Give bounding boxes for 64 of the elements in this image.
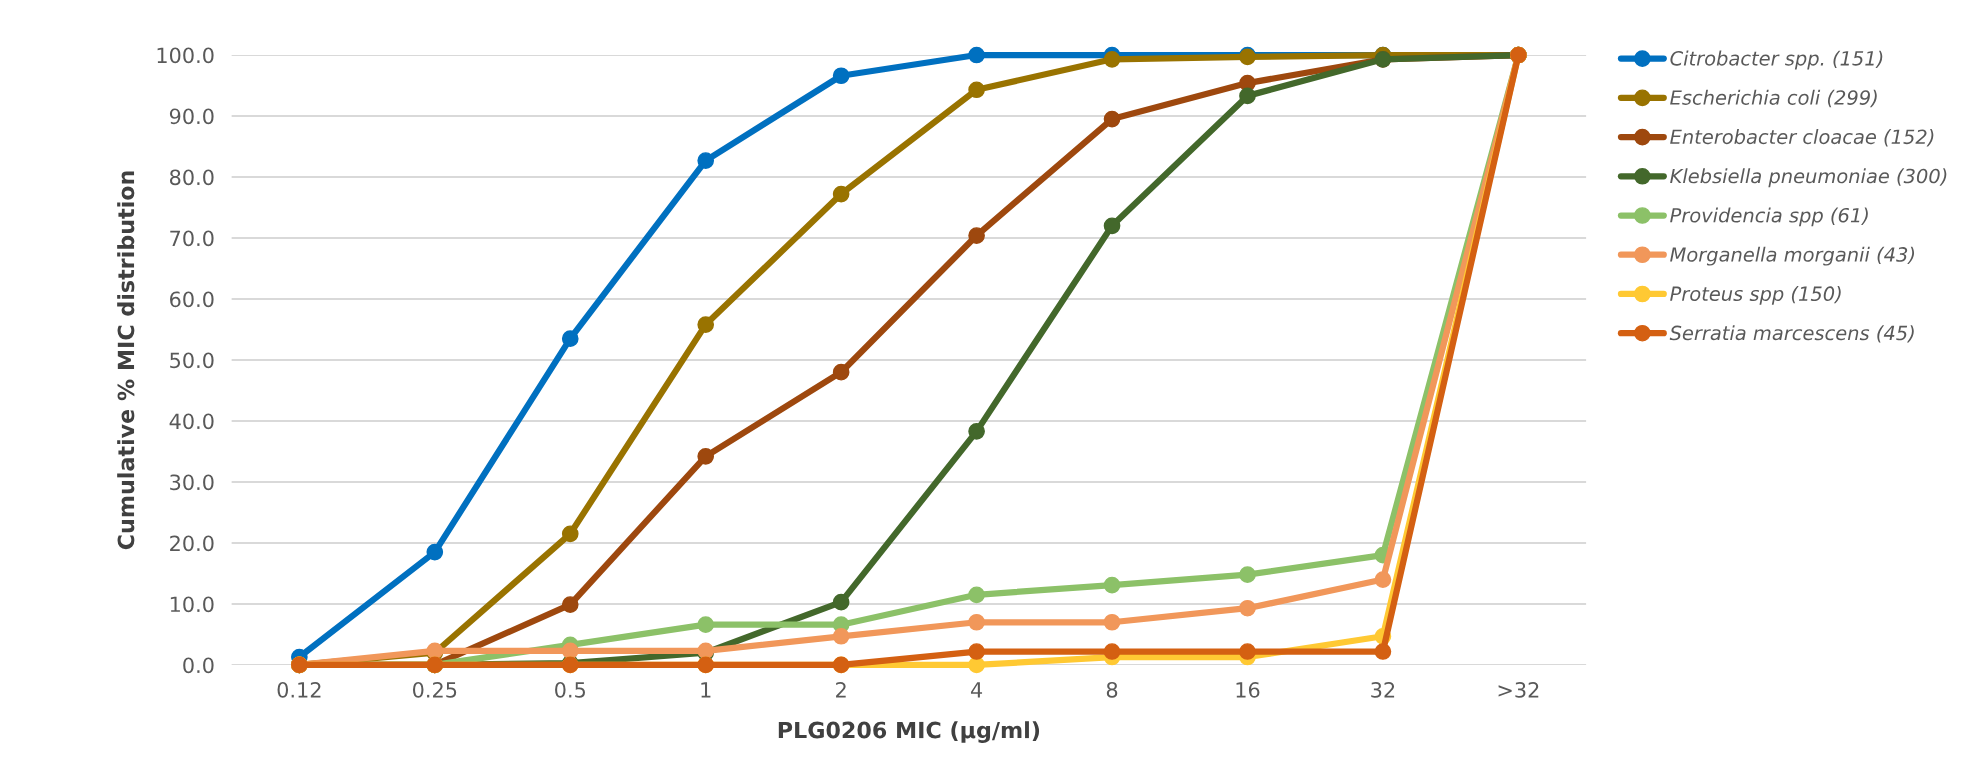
y-axis-title: Cumulative % MIC distribution [117,171,135,550]
point [1103,576,1121,594]
point [697,152,715,169]
point [1239,87,1256,105]
x-tick-label: 4 [970,682,983,698]
y-tick-label: 100.0 [157,47,214,64]
point [561,596,579,613]
point [1239,566,1256,584]
y-tick-label: 70.0 [170,230,214,247]
y-tick-label: 60.0 [170,291,214,308]
y-tick-label: 80.0 [169,169,214,186]
point [968,643,985,660]
point [832,67,850,85]
point [1103,50,1121,68]
point [561,330,579,347]
point [1103,217,1121,235]
legend-label: Morganella morganii (43) [1670,246,1915,266]
x-tick-label: 0.5 [555,681,585,698]
point [561,525,579,543]
y-tick-label: 40.0 [169,413,214,430]
point [1239,599,1256,617]
x-tick-label: 2 [836,681,846,698]
legend-label: Serratia marcescens (45) [1669,325,1914,343]
point [968,586,985,604]
y-tick-label: 30.0 [170,474,214,491]
point [968,46,985,64]
y-tick-label: 50.0 [170,352,214,369]
y-tick-label: 20.0 [170,535,214,552]
point [1103,613,1121,631]
x-tick-label: 16 [1236,681,1260,698]
point [832,363,850,381]
x-tick-label: >32 [1498,681,1539,698]
point [832,593,850,611]
legend-label: Klebsiella pneumoniae (300) [1670,168,1947,188]
x-tick-label: 8 [1106,681,1118,698]
point [968,613,985,631]
legend-label: Providencia spp (61) [1670,207,1868,227]
point [697,448,715,465]
point [1103,110,1121,128]
y-tick-label: 90.0 [169,108,214,125]
point [1103,643,1121,660]
point [1239,643,1256,660]
legend-label: Citrobacter spp. (151) [1670,50,1883,70]
y-tick-label: 10.0 [170,596,214,613]
point [832,185,850,203]
point [426,543,444,561]
point [968,227,985,244]
y-tick-label: 0.0 [183,657,214,674]
legend-label: Enterobacter cloacae (152) [1670,129,1934,147]
point [561,642,579,660]
point [1374,571,1392,588]
point [697,316,715,333]
point [968,81,985,99]
point [968,423,985,440]
point [832,627,850,645]
legend-label: Proteus spp (150) [1670,286,1841,305]
x-tick-label: 0.12 [277,681,321,698]
x-tick-label: 1 [701,682,711,698]
x-tick-label: 0.25 [412,681,457,698]
x-axis-title: PLG0206 MIC (µg/ml) [778,721,1040,743]
x-tick-label: 32 [1371,681,1395,698]
point [697,616,715,634]
legend-label: Escherichia coli (299) [1670,89,1877,108]
point [1374,643,1392,660]
